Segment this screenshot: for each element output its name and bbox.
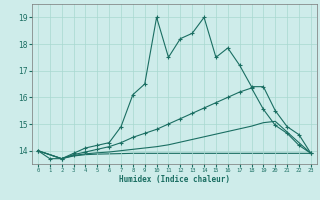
X-axis label: Humidex (Indice chaleur): Humidex (Indice chaleur): [119, 175, 230, 184]
